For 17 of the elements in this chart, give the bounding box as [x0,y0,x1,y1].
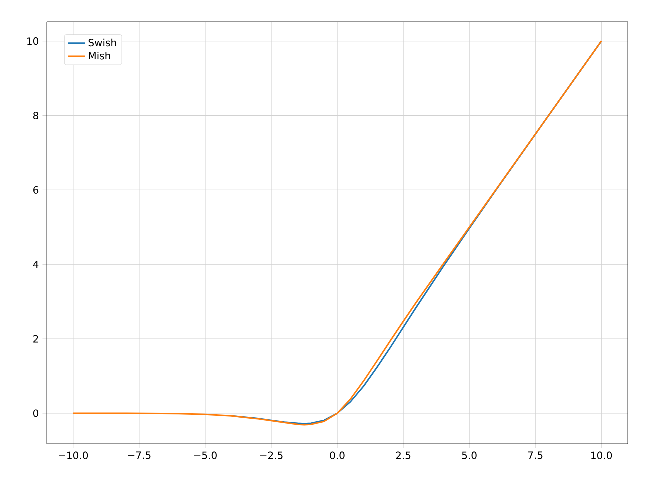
x-tick-label: 5.0 [462,452,477,460]
y-tick-label: 2 [34,335,38,343]
x-tick-label: −7.5 [128,452,151,460]
x-tick-label: −10.0 [59,452,88,460]
x-tick-label: 0.0 [330,452,345,460]
y-tick-label: 10 [28,38,39,46]
x-tick-label: 2.5 [396,452,411,460]
y-tick-label: 6 [34,186,39,194]
x-tick-label: 10.0 [592,452,612,460]
legend-label: Mish [89,52,110,60]
legend-label: Swish [88,38,116,47]
x-tick-label: 7.5 [528,452,543,460]
x-tick-label: −5.0 [194,452,217,460]
y-tick-label: 8 [34,112,39,120]
y-tick-label: 4 [33,260,39,268]
y-tick-label: 0 [33,410,39,418]
x-tick-label: −2.5 [260,452,283,460]
